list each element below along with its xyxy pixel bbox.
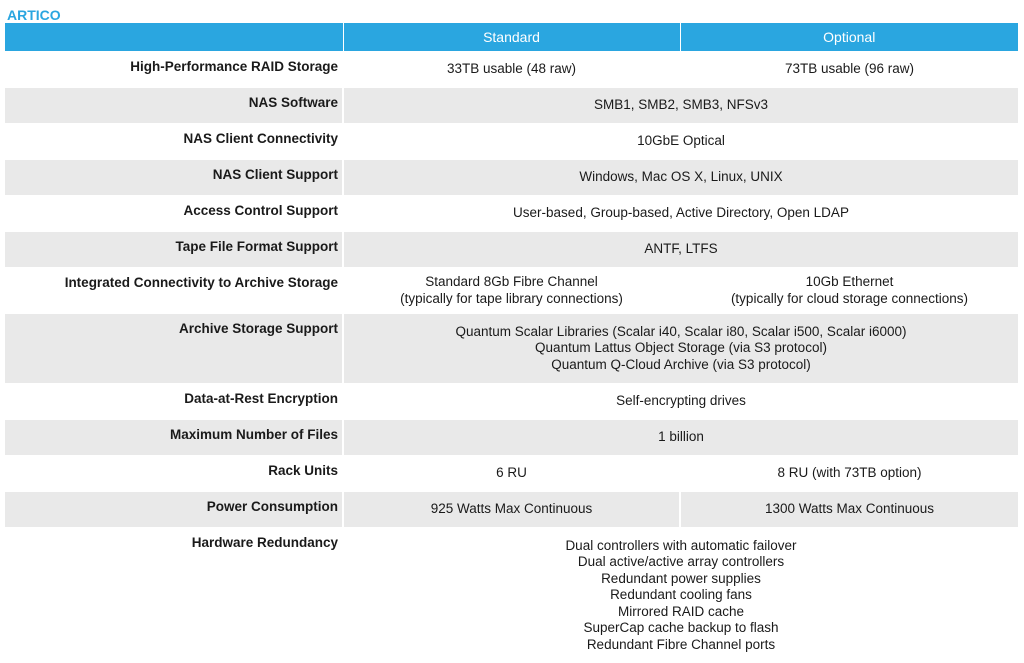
cell-line: 10Gb Ethernet <box>685 274 1014 291</box>
table-row: Hardware Redundancy Dual controllers wit… <box>5 528 1018 663</box>
cell-line: Redundant cooling fans <box>348 587 1014 604</box>
cell-line: Quantum Lattus Object Storage (via S3 pr… <box>348 340 1014 357</box>
table-row: Tape File Format Support ANTF, LTFS <box>5 232 1018 268</box>
cell-line: Quantum Q-Cloud Archive (via S3 protocol… <box>348 357 1014 374</box>
cell-standard: 6 RU <box>343 456 680 492</box>
table-row: NAS Client Support Windows, Mac OS X, Li… <box>5 160 1018 196</box>
header-standard: Standard <box>343 23 680 52</box>
table-row: Maximum Number of Files 1 billion <box>5 420 1018 456</box>
row-label: Tape File Format Support <box>5 232 343 268</box>
table-row: Integrated Connectivity to Archive Stora… <box>5 268 1018 314</box>
cell-line: Dual controllers with automatic failover <box>348 538 1014 555</box>
table-row: Data-at-Rest Encryption Self-encrypting … <box>5 384 1018 420</box>
cell-standard: 33TB usable (48 raw) <box>343 52 680 88</box>
cell-value: SMB1, SMB2, SMB3, NFSv3 <box>343 88 1018 124</box>
cell-line: SuperCap cache backup to flash <box>348 620 1014 637</box>
cell-line: Quantum Scalar Libraries (Scalar i40, Sc… <box>348 324 1014 341</box>
cell-line: Redundant power supplies <box>348 571 1014 588</box>
cell-value: Quantum Scalar Libraries (Scalar i40, Sc… <box>343 314 1018 384</box>
row-label: Data-at-Rest Encryption <box>5 384 343 420</box>
row-label: High-Performance RAID Storage <box>5 52 343 88</box>
cell-line: Redundant Fibre Channel ports <box>348 637 1014 654</box>
table-row: Archive Storage Support Quantum Scalar L… <box>5 314 1018 384</box>
cell-line: Dual active/active array controllers <box>348 554 1014 571</box>
spec-table: Standard Optional High-Performance RAID … <box>5 23 1018 663</box>
row-label: Archive Storage Support <box>5 314 343 384</box>
table-row: High-Performance RAID Storage 33TB usabl… <box>5 52 1018 88</box>
row-label: Access Control Support <box>5 196 343 232</box>
row-label: NAS Software <box>5 88 343 124</box>
table-row: Power Consumption 925 Watts Max Continuo… <box>5 492 1018 528</box>
cell-value: 1 billion <box>343 420 1018 456</box>
cell-value: User-based, Group-based, Active Director… <box>343 196 1018 232</box>
row-label: Hardware Redundancy <box>5 528 343 663</box>
cell-optional: 73TB usable (96 raw) <box>680 52 1018 88</box>
table-row: NAS Client Connectivity 10GbE Optical <box>5 124 1018 160</box>
header-optional: Optional <box>680 23 1018 52</box>
row-label: NAS Client Connectivity <box>5 124 343 160</box>
cell-standard: Standard 8Gb Fibre Channel (typically fo… <box>343 268 680 314</box>
cell-standard: 925 Watts Max Continuous <box>343 492 680 528</box>
cell-value: 10GbE Optical <box>343 124 1018 160</box>
header-blank <box>5 23 343 52</box>
row-label: Rack Units <box>5 456 343 492</box>
row-label: Power Consumption <box>5 492 343 528</box>
brand-title: ARTICO <box>7 5 61 25</box>
cell-line: (typically for tape library connections) <box>348 291 675 308</box>
table-row: NAS Software SMB1, SMB2, SMB3, NFSv3 <box>5 88 1018 124</box>
table-row: Access Control Support User-based, Group… <box>5 196 1018 232</box>
cell-value: Dual controllers with automatic failover… <box>343 528 1018 663</box>
cell-line: Standard 8Gb Fibre Channel <box>348 274 675 291</box>
row-label: NAS Client Support <box>5 160 343 196</box>
table-row: Rack Units 6 RU 8 RU (with 73TB option) <box>5 456 1018 492</box>
cell-value: ANTF, LTFS <box>343 232 1018 268</box>
cell-value: Windows, Mac OS X, Linux, UNIX <box>343 160 1018 196</box>
table-header-row: Standard Optional <box>5 23 1018 52</box>
cell-line: (typically for cloud storage connections… <box>685 291 1014 308</box>
cell-optional: 8 RU (with 73TB option) <box>680 456 1018 492</box>
row-label: Integrated Connectivity to Archive Stora… <box>5 268 343 314</box>
cell-optional: 1300 Watts Max Continuous <box>680 492 1018 528</box>
cell-line: Mirrored RAID cache <box>348 604 1014 621</box>
row-label: Maximum Number of Files <box>5 420 343 456</box>
cell-value: Self-encrypting drives <box>343 384 1018 420</box>
cell-optional: 10Gb Ethernet (typically for cloud stora… <box>680 268 1018 314</box>
